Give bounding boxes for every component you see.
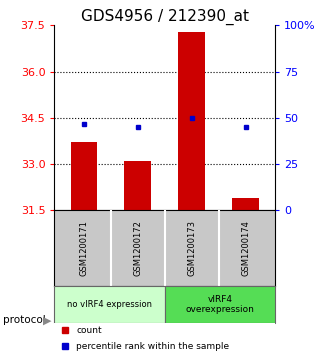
Text: GSM1200173: GSM1200173	[187, 220, 196, 276]
Bar	[178, 32, 205, 211]
Text: vIRF4
overexpression: vIRF4 overexpression	[186, 295, 254, 314]
Bar	[54, 286, 165, 323]
Text: GSM1200171: GSM1200171	[79, 220, 89, 276]
Text: protocol: protocol	[3, 315, 46, 325]
Text: GSM1200174: GSM1200174	[241, 220, 250, 276]
Text: count: count	[76, 326, 102, 335]
Title: GDS4956 / 212390_at: GDS4956 / 212390_at	[81, 9, 249, 25]
Bar	[165, 286, 275, 323]
Text: GSM1200172: GSM1200172	[133, 220, 142, 276]
Bar	[70, 142, 98, 211]
Bar	[232, 198, 259, 211]
Bar	[124, 161, 151, 211]
Text: percentile rank within the sample: percentile rank within the sample	[76, 342, 230, 351]
Text: no vIRF4 expression: no vIRF4 expression	[67, 300, 152, 309]
Text: ▶: ▶	[43, 315, 52, 325]
